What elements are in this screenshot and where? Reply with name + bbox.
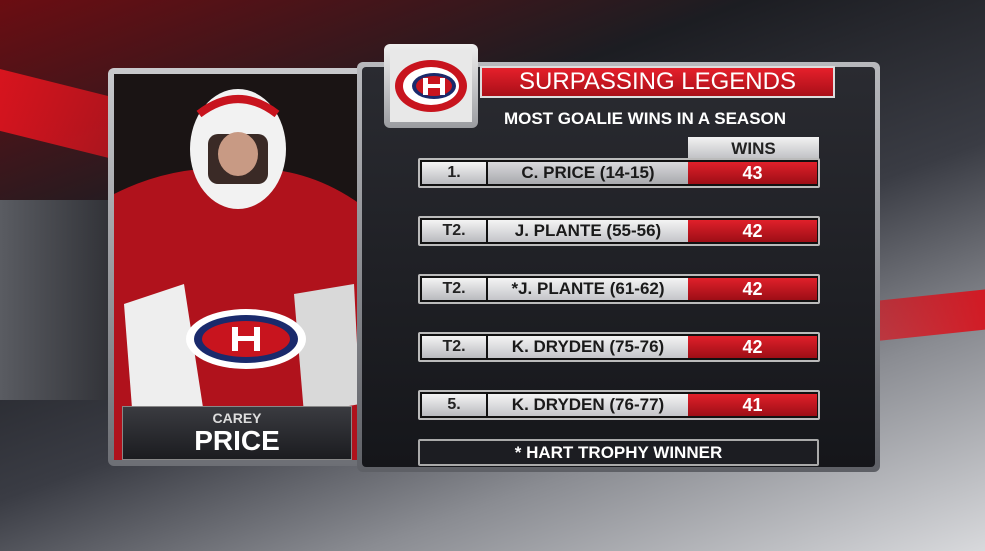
- rank: T2.: [422, 278, 486, 300]
- rank: 5.: [422, 394, 486, 416]
- name-plate: CAREY PRICE: [122, 406, 352, 460]
- logo-box: [384, 44, 478, 128]
- team-logo: [390, 50, 472, 122]
- title: SURPASSING LEGENDS: [480, 66, 835, 98]
- player-first-name: CAREY: [212, 410, 262, 426]
- rank: T2.: [422, 220, 486, 242]
- wins: 42: [688, 336, 817, 358]
- goalie-name: C. PRICE (14-15): [488, 162, 688, 184]
- player-panel: CAREY PRICE: [108, 68, 366, 466]
- wins: 41: [688, 394, 817, 416]
- wins: 43: [688, 162, 817, 184]
- wins: 42: [688, 220, 817, 242]
- goalie-name: J. PLANTE (55-56): [488, 220, 688, 242]
- player-last-name: PRICE: [194, 425, 280, 456]
- column-header: WINS: [688, 137, 819, 160]
- footnote: * HART TROPHY WINNER: [418, 439, 819, 466]
- rank: 1.: [422, 162, 486, 184]
- subtitle: MOST GOALIE WINS IN A SEASON: [503, 109, 787, 128]
- wins: 42: [688, 278, 817, 300]
- rank: T2.: [422, 336, 486, 358]
- goalie-name: *J. PLANTE (61-62): [488, 278, 688, 300]
- goalie-name: K. DRYDEN (76-77): [488, 394, 688, 416]
- player-photo: [114, 74, 360, 460]
- goalie-name: K. DRYDEN (75-76): [488, 336, 688, 358]
